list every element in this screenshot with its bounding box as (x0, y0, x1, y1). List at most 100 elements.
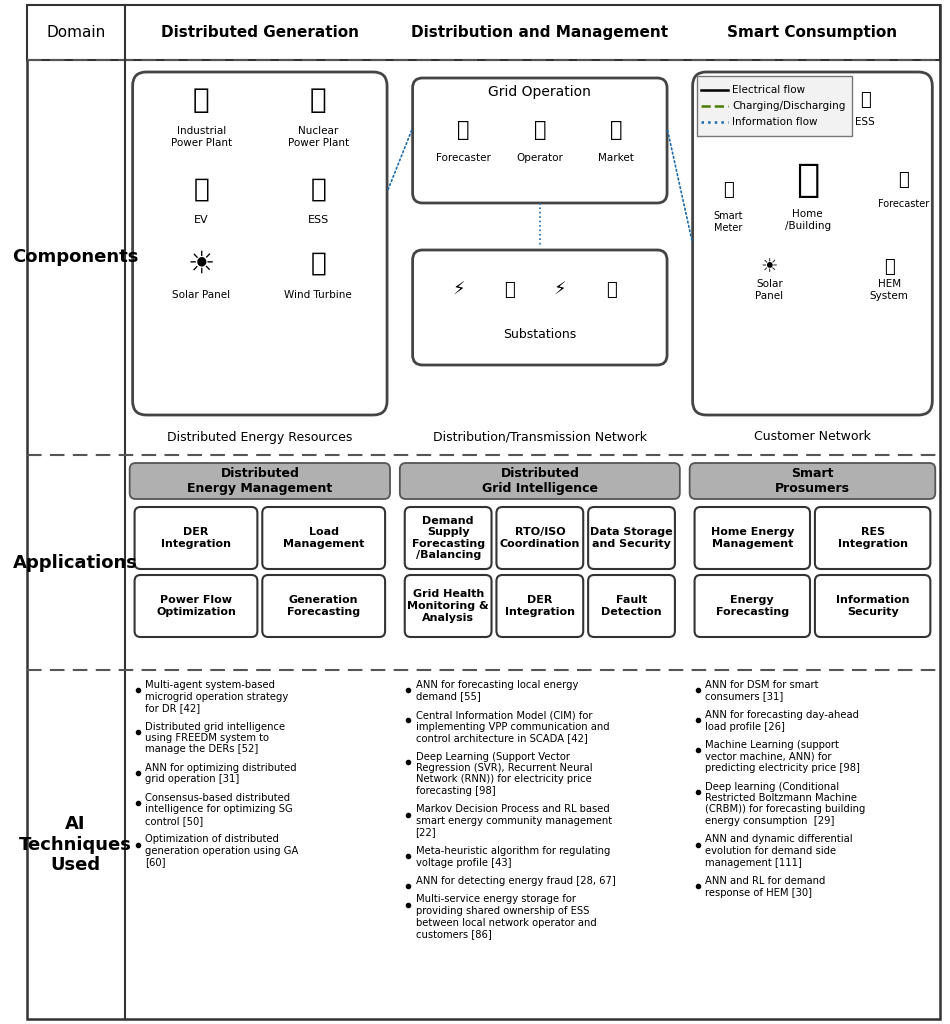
Text: 💻: 💻 (884, 258, 895, 276)
Text: Distributed
Grid Intelligence: Distributed Grid Intelligence (482, 467, 598, 495)
Text: grid operation [31]: grid operation [31] (145, 774, 239, 784)
Text: Deep learning (Conditional: Deep learning (Conditional (705, 781, 840, 792)
Text: Distributed
Energy Management: Distributed Energy Management (187, 467, 332, 495)
FancyBboxPatch shape (694, 575, 810, 637)
Text: ANN for detecting energy fraud [28, 67]: ANN for detecting energy fraud [28, 67] (415, 876, 616, 886)
Text: Network (RNN)) for electricity price: Network (RNN)) for electricity price (415, 774, 591, 784)
Text: ☀: ☀ (188, 250, 215, 279)
FancyBboxPatch shape (400, 463, 680, 499)
FancyBboxPatch shape (815, 507, 930, 569)
Text: RES
Integration: RES Integration (838, 527, 907, 549)
Text: AI
Techniques
Used: AI Techniques Used (19, 815, 132, 874)
Text: load profile [26]: load profile [26] (705, 722, 786, 731)
Text: control [50]: control [50] (145, 816, 203, 826)
Text: management [111]: management [111] (705, 857, 802, 867)
Text: ESS: ESS (308, 215, 329, 225)
Text: 🏗: 🏗 (606, 281, 617, 299)
Text: Distributed grid intelligence: Distributed grid intelligence (145, 722, 286, 731)
FancyBboxPatch shape (405, 575, 491, 637)
Text: Substations: Substations (504, 329, 577, 341)
FancyBboxPatch shape (262, 575, 385, 637)
Text: Load
Management: Load Management (283, 527, 365, 549)
Text: ANN and dynamic differential: ANN and dynamic differential (705, 835, 853, 845)
Text: Operator: Operator (517, 153, 563, 163)
Text: vector machine, ANN) for: vector machine, ANN) for (705, 752, 832, 762)
Text: manage the DERs [52]: manage the DERs [52] (145, 744, 258, 755)
Text: Distribution and Management: Distribution and Management (411, 25, 669, 40)
Text: Home Energy
Management: Home Energy Management (711, 527, 794, 549)
Text: ⚡: ⚡ (554, 281, 566, 299)
Text: control architecture in SCADA [42]: control architecture in SCADA [42] (415, 733, 587, 743)
FancyBboxPatch shape (129, 463, 390, 499)
FancyBboxPatch shape (412, 250, 667, 365)
Text: implementing VPP communication and: implementing VPP communication and (415, 722, 609, 731)
Text: ESS: ESS (855, 117, 875, 127)
Text: (CRBM)) for forecasting building: (CRBM)) for forecasting building (705, 805, 865, 814)
Text: 🏢: 🏢 (610, 120, 622, 140)
Text: generation operation using GA: generation operation using GA (145, 846, 298, 856)
Text: ANN for forecasting day-ahead: ANN for forecasting day-ahead (705, 710, 860, 720)
Text: 🔋: 🔋 (311, 177, 326, 203)
Text: Distributed Generation: Distributed Generation (161, 25, 359, 40)
Text: Central Information Model (CIM) for: Central Information Model (CIM) for (415, 710, 592, 720)
Text: using FREEDM system to: using FREEDM system to (145, 733, 270, 743)
Text: 🏭: 🏭 (193, 86, 210, 114)
Text: Smart
Prosumers: Smart Prosumers (775, 467, 850, 495)
Text: 🔌: 🔌 (504, 281, 515, 299)
Text: Charging/Discharging: Charging/Discharging (732, 101, 846, 111)
Text: Restricted Boltzmann Machine: Restricted Boltzmann Machine (705, 793, 857, 803)
Text: Information
Security: Information Security (836, 595, 909, 616)
Text: microgrid operation strategy: microgrid operation strategy (145, 691, 289, 701)
Text: 🏠: 🏠 (796, 161, 819, 199)
Text: Home
/Building: Home /Building (785, 209, 830, 230)
Text: Meta-heuristic algorithm for regulating: Meta-heuristic algorithm for regulating (415, 846, 610, 856)
Text: Market: Market (598, 153, 634, 163)
FancyBboxPatch shape (588, 507, 674, 569)
FancyBboxPatch shape (588, 575, 674, 637)
Text: [60]: [60] (145, 857, 166, 867)
Text: Solar
Panel: Solar Panel (755, 280, 784, 301)
FancyBboxPatch shape (497, 507, 583, 569)
Text: Distributed Energy Resources: Distributed Energy Resources (167, 430, 352, 443)
Text: providing shared ownership of ESS: providing shared ownership of ESS (415, 906, 589, 916)
FancyBboxPatch shape (135, 507, 257, 569)
Text: EV: EV (738, 117, 752, 127)
Text: Smart
Meter: Smart Meter (713, 211, 743, 232)
Text: intelligence for optimizing SG: intelligence for optimizing SG (145, 805, 294, 814)
Text: 🏗: 🏗 (310, 86, 327, 114)
Text: Multi-agent system-based: Multi-agent system-based (145, 680, 276, 690)
Text: Markov Decision Process and RL based: Markov Decision Process and RL based (415, 805, 609, 814)
Text: Data Storage
and Security: Data Storage and Security (590, 527, 673, 549)
Text: ANN for DSM for smart: ANN for DSM for smart (705, 680, 819, 690)
Text: EV: EV (194, 215, 209, 225)
Text: Smart Consumption: Smart Consumption (728, 25, 898, 40)
Text: voltage profile [43]: voltage profile [43] (415, 857, 511, 867)
Text: ANN for forecasting local energy: ANN for forecasting local energy (415, 680, 578, 690)
Text: Industrial
Power Plant: Industrial Power Plant (171, 126, 232, 147)
Text: Applications: Applications (13, 554, 138, 571)
Text: Forecaster: Forecaster (878, 199, 929, 209)
Text: ANN for optimizing distributed: ANN for optimizing distributed (145, 763, 297, 773)
Text: Demand
Supply
Forecasting
/Balancing: Demand Supply Forecasting /Balancing (411, 516, 484, 560)
Text: 💨: 💨 (311, 251, 326, 278)
FancyBboxPatch shape (497, 575, 583, 637)
Text: Deep Learning (Support Vector: Deep Learning (Support Vector (415, 752, 570, 762)
Text: for DR [42]: for DR [42] (145, 703, 200, 713)
Text: 📟: 📟 (723, 181, 734, 199)
Text: Consensus-based distributed: Consensus-based distributed (145, 793, 291, 803)
Text: Information flow: Information flow (732, 117, 817, 127)
Text: Regression (SVR), Recurrent Neural: Regression (SVR), Recurrent Neural (415, 763, 592, 773)
FancyBboxPatch shape (135, 575, 257, 637)
Text: DER
Integration: DER Integration (161, 527, 231, 549)
Text: Domain: Domain (46, 25, 105, 40)
FancyBboxPatch shape (693, 72, 932, 415)
Text: Grid Operation: Grid Operation (488, 85, 591, 99)
FancyBboxPatch shape (694, 507, 810, 569)
Text: Generation
Forecasting: Generation Forecasting (287, 595, 360, 616)
Text: Optimization of distributed: Optimization of distributed (145, 835, 279, 845)
Text: demand [55]: demand [55] (415, 691, 481, 701)
Text: Energy
Forecasting: Energy Forecasting (715, 595, 788, 616)
FancyBboxPatch shape (405, 507, 491, 569)
Text: between local network operator and: between local network operator and (415, 918, 597, 928)
Text: 👤: 👤 (534, 120, 546, 140)
